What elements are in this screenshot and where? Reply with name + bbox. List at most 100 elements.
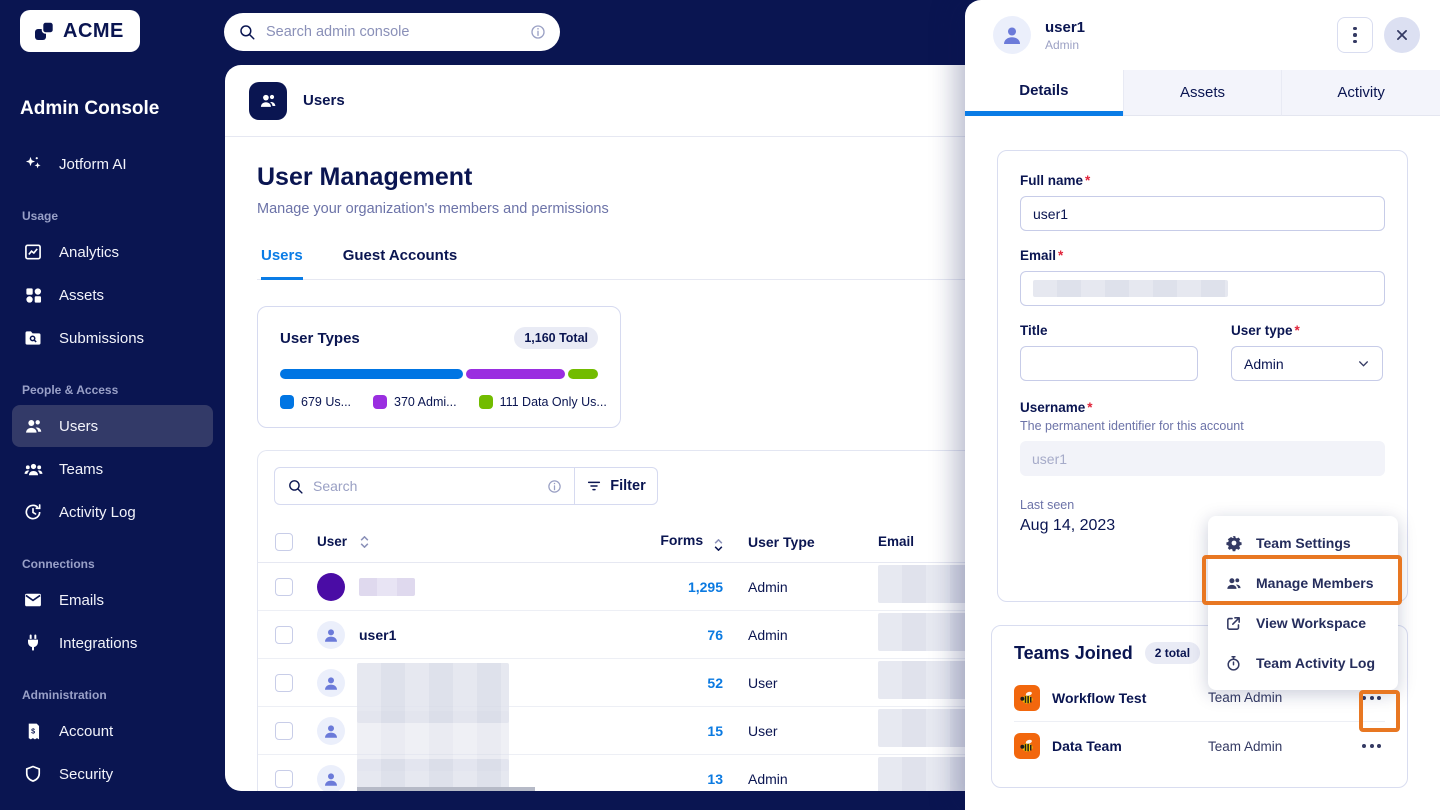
tab-guest-accounts[interactable]: Guest Accounts <box>342 247 458 264</box>
main-tabs: Users Guest Accounts <box>257 247 1407 280</box>
row-checkbox[interactable] <box>275 721 293 740</box>
bar-segment-admins <box>465 369 566 379</box>
sidebar-item-label: Submissions <box>59 329 145 347</box>
title-field[interactable] <box>1020 346 1198 381</box>
sidebar-item-label: Integrations <box>59 634 138 652</box>
tab-assets[interactable]: Assets <box>1122 70 1282 116</box>
avatar <box>317 764 345 791</box>
menu-item-view-workspace[interactable]: View Workspace <box>1208 603 1398 643</box>
menu-item-label: Team Activity Log <box>1256 655 1376 671</box>
activity-clock-icon <box>22 501 44 523</box>
row-checkbox[interactable] <box>275 673 293 692</box>
menu-item-team-settings[interactable]: Team Settings <box>1208 523 1398 563</box>
row-checkbox[interactable] <box>275 625 293 644</box>
user-types-bar <box>280 369 598 379</box>
sidebar-nav: Jotform AI Usage Analytics Assets Submis… <box>0 142 225 796</box>
sidebar-item-submissions[interactable]: Submissions <box>12 317 213 359</box>
filter-label: Filter <box>610 478 646 494</box>
drawer-header: user1 Admin <box>965 0 1440 70</box>
user-type-cell: Admin <box>748 578 788 595</box>
row-checkbox[interactable] <box>275 769 293 788</box>
user-type-cell: User <box>748 674 778 691</box>
team-context-menu: Team Settings Manage Members View Worksp… <box>1208 516 1398 690</box>
sidebar-item-activity-log[interactable]: Activity Log <box>12 491 213 533</box>
more-options-button[interactable] <box>1337 17 1373 53</box>
legend-label: 370 Admi... <box>394 395 457 409</box>
sidebar-section-connections: Connections <box>22 557 95 571</box>
sidebar-section-administration: Administration <box>22 688 107 702</box>
sidebar-item-users[interactable]: Users <box>12 405 213 447</box>
users-icon <box>22 415 44 437</box>
menu-item-manage-members[interactable]: Manage Members <box>1208 563 1398 603</box>
sort-icon[interactable] <box>714 539 723 551</box>
drawer-user-role: Admin <box>1045 37 1080 52</box>
sidebar-item-label: Activity Log <box>59 503 136 521</box>
close-button[interactable] <box>1384 17 1420 53</box>
sidebar-item-teams[interactable]: Teams <box>12 448 213 490</box>
page-subtitle: Manage your organization's members and p… <box>257 201 609 217</box>
avatar <box>317 668 345 697</box>
forms-count-link[interactable]: 13 <box>707 770 723 787</box>
user-name-cell: user1 <box>359 626 397 643</box>
sidebar-item-analytics[interactable]: Analytics <box>12 231 213 273</box>
sidebar-item-emails[interactable]: Emails <box>12 579 213 621</box>
sidebar-item-integrations[interactable]: Integrations <box>12 622 213 664</box>
sidebar-item-jotform-ai[interactable]: Jotform AI <box>12 143 213 185</box>
sidebar-section-people-access: People & Access <box>22 383 119 397</box>
forms-count-link[interactable]: 15 <box>707 722 723 739</box>
legend-item: 679 Us... <box>280 395 351 409</box>
team-name[interactable]: Workflow Test <box>1052 689 1147 706</box>
table-search-input[interactable] <box>313 478 538 494</box>
svg-text:$: $ <box>31 727 35 735</box>
teams-joined-title: Teams Joined <box>1014 642 1133 663</box>
sidebar-item-label: Analytics <box>59 243 120 261</box>
tab-details[interactable]: Details <box>965 70 1123 116</box>
menu-item-label: Team Settings <box>1256 535 1351 551</box>
forms-count-link[interactable]: 52 <box>707 674 723 691</box>
tab-activity[interactable]: Activity <box>1281 70 1440 116</box>
sidebar-item-security[interactable]: Security <box>12 753 213 795</box>
team-options-button[interactable] <box>1358 738 1385 754</box>
user-type-label: User type * <box>1231 323 1300 338</box>
menu-item-team-activity-log[interactable]: Team Activity Log <box>1208 643 1398 683</box>
sidebar: ACME Admin Console Jotform AI Usage Anal… <box>0 0 225 810</box>
last-seen-label: Last seen <box>1020 498 1075 512</box>
full-name-field[interactable]: user1 <box>1020 196 1385 231</box>
chevron-down-icon <box>1359 361 1368 367</box>
legend-label: 679 Us... <box>301 395 352 409</box>
sidebar-item-label: Assets <box>59 286 105 304</box>
sidebar-item-label: Jotform AI <box>59 155 127 173</box>
admin-search-bar <box>224 13 560 51</box>
sidebar-item-label: Account <box>59 722 114 740</box>
search-icon <box>238 23 256 41</box>
user-type-select[interactable]: Admin <box>1231 346 1383 381</box>
select-all-checkbox[interactable] <box>275 532 293 551</box>
sort-icon[interactable] <box>360 535 369 548</box>
legend-swatch <box>478 395 493 409</box>
avatar <box>317 620 345 649</box>
analytics-icon <box>22 241 44 263</box>
tab-users[interactable]: Users <box>261 247 303 280</box>
team-name[interactable]: Data Team <box>1052 738 1122 754</box>
billing-receipt-icon: $ <box>22 720 44 742</box>
stopwatch-icon <box>1224 655 1243 672</box>
table-header-row: User Forms User Type Email <box>258 521 1406 563</box>
full-name-label: Full name * <box>1020 173 1091 188</box>
admin-search-input[interactable] <box>266 24 520 40</box>
forms-count-link[interactable]: 1,295 <box>687 578 723 595</box>
filter-icon <box>586 478 602 494</box>
search-icon <box>287 478 304 495</box>
email-field[interactable] <box>1020 271 1385 306</box>
username-field: user1 <box>1020 441 1385 476</box>
redacted-email-value <box>1033 280 1228 297</box>
acme-logo[interactable]: ACME <box>20 10 140 52</box>
row-checkbox[interactable] <box>275 577 293 596</box>
page-title: User Management <box>257 163 473 191</box>
forms-count-link[interactable]: 76 <box>707 626 723 643</box>
sidebar-item-assets[interactable]: Assets <box>12 274 213 316</box>
filter-button[interactable]: Filter <box>575 467 658 505</box>
team-options-button[interactable] <box>1358 690 1385 706</box>
users-page-icon <box>249 81 287 120</box>
sidebar-item-account[interactable]: $ Account <box>12 710 213 752</box>
team-avatar-bee-icon <box>1014 684 1040 711</box>
